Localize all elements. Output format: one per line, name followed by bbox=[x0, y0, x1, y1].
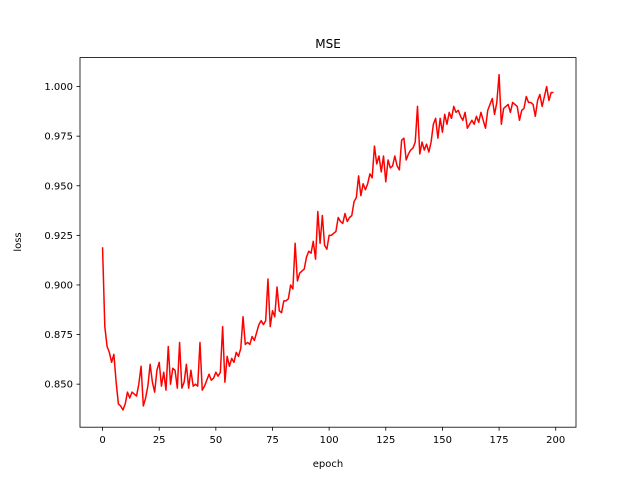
x-tick-label: 175 bbox=[490, 435, 509, 446]
x-tick-label: 100 bbox=[320, 435, 339, 446]
x-tick-label: 200 bbox=[546, 435, 565, 446]
y-axis-label: loss bbox=[13, 232, 24, 251]
y-tick-label: 0.875 bbox=[44, 330, 73, 341]
chart-title: MSE bbox=[315, 37, 341, 51]
y-tick-label: 0.975 bbox=[44, 132, 73, 143]
y-tick-label: 0.950 bbox=[44, 181, 73, 192]
x-tick-label: 150 bbox=[433, 435, 452, 446]
plot-frame bbox=[79, 57, 577, 428]
y-tick-label: 0.925 bbox=[44, 231, 73, 242]
x-axis-label: epoch bbox=[313, 459, 343, 470]
y-tick-label: 0.850 bbox=[44, 380, 73, 391]
data-line bbox=[101, 73, 554, 411]
x-tick-label: 25 bbox=[153, 435, 166, 446]
x-tick-label: 0 bbox=[99, 435, 105, 446]
x-tick-label: 75 bbox=[266, 435, 279, 446]
x-tick-label: 50 bbox=[209, 435, 222, 446]
y-tick-label: 1.000 bbox=[44, 82, 73, 93]
x-tick-label: 125 bbox=[376, 435, 395, 446]
y-tick-label: 0.900 bbox=[44, 280, 73, 291]
